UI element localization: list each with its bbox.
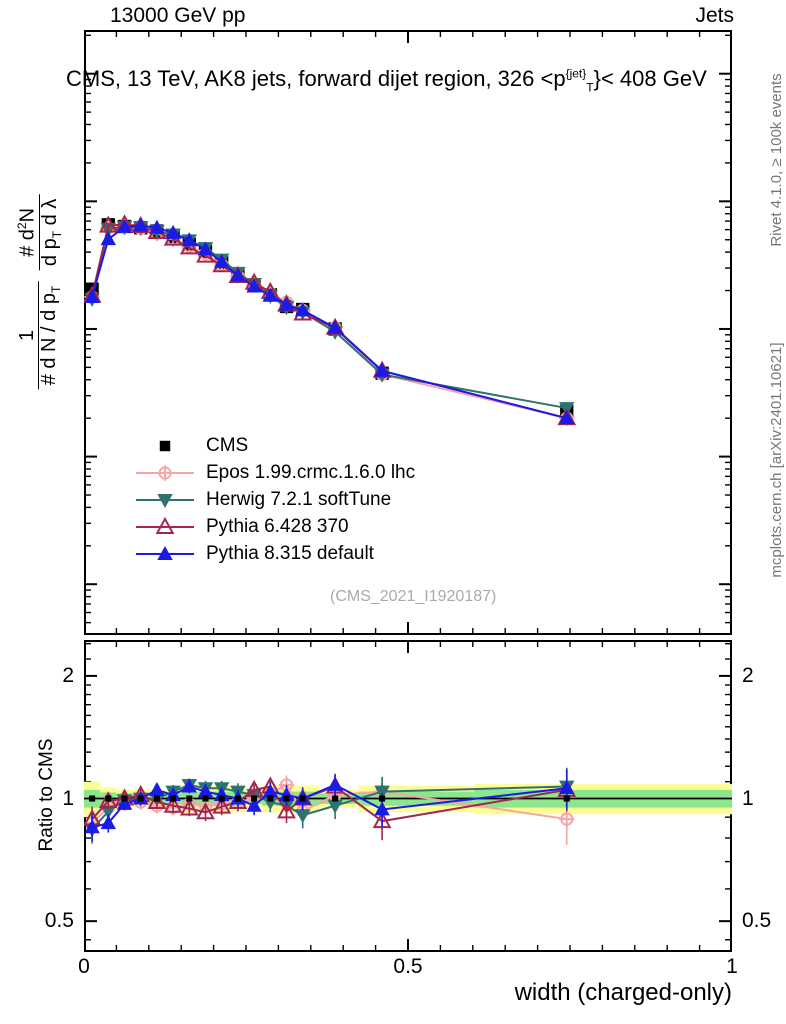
y-title-num-2-sup: 2 <box>15 222 29 230</box>
header-analysis-label: Jets <box>695 4 734 27</box>
ratio-plot-canvas <box>84 640 732 952</box>
x-tick-label: 0.5 <box>393 955 423 978</box>
ratio-y-tick-label: 1 <box>742 786 754 810</box>
legend-marker-triangle-up-open-icon <box>134 516 196 537</box>
plot-title-superscript: {jet} <box>565 66 587 81</box>
y-title-num-1: 1 <box>15 329 38 342</box>
legend-entry: CMS <box>134 432 415 459</box>
x-tick-label: 1 <box>726 955 738 978</box>
mcplots-source-note: mcplots.cern.ch [arXiv:2401.10621] <box>768 342 785 578</box>
legend-marker-cross-circle-open-icon <box>134 463 196 483</box>
legend-entry: Pythia 8.315 default <box>134 540 415 567</box>
y-title-num-2-tail: N <box>16 207 39 223</box>
legend-entry: Herwig 7.2.1 softTune <box>134 486 415 513</box>
legend-marker-triangle-up-filled-icon <box>134 544 196 564</box>
ratio-y-tick-label: 1 <box>62 786 74 810</box>
x-tick-label: 0 <box>78 955 90 978</box>
plot-title-suffix: }< 408 GeV <box>593 66 707 91</box>
legend-label: Pythia 8.315 default <box>206 542 374 564</box>
rivet-version-note: Rivet 4.1.0, ≥ 100k events <box>768 73 785 247</box>
main-plot-canvas <box>84 30 732 635</box>
y-title-den-1-sub: T <box>48 285 63 294</box>
ratio-y-axis-title: Ratio to CMS <box>36 738 57 852</box>
plot-title-prefix: CMS, 13 TeV, AK8 jets, forward dijet reg… <box>66 66 566 91</box>
legend-label: Herwig 7.2.1 softTune <box>206 488 392 510</box>
y-title-den-2: d p <box>38 238 61 267</box>
legend-label: Epos 1.99.crmc.1.6.0 lhc <box>206 461 416 483</box>
ratio-y-tick-label: 2 <box>742 663 754 687</box>
ratio-y-tick-label: 0.5 <box>44 909 74 933</box>
plot-title: CMS, 13 TeV, AK8 jets, forward dijet reg… <box>66 66 707 94</box>
legend-label: CMS <box>206 434 249 456</box>
y-title-den-2-tail: d λ <box>38 198 61 231</box>
y-title-den-1: # d N / d p <box>37 293 60 386</box>
legend: CMS Epos 1.99.crmc.1.6.0 lhc Herwig 7.2.1 … <box>134 432 415 567</box>
ratio-y-tick-label: 2 <box>62 663 74 687</box>
legend-label: Pythia 6.428 370 <box>206 515 349 537</box>
legend-entry: Epos 1.99.crmc.1.6.0 lhc <box>134 459 415 486</box>
y-title-num-2: # d <box>16 229 39 257</box>
main-y-axis-title: 1 # d N / d pT # d2N d pT d λ <box>15 192 64 393</box>
analysis-id-watermark: (CMS_2021_I1920187) <box>330 588 497 605</box>
ratio-y-tick-label: 0.5 <box>742 909 772 933</box>
legend-entry: Pythia 6.428 370 <box>134 513 415 540</box>
y-title-den-2-sub: T <box>49 230 64 239</box>
legend-marker-triangle-down-filled-icon <box>134 490 196 510</box>
legend-marker-square-filled-icon <box>134 436 196 456</box>
x-axis-title: width (charged-only) <box>514 979 732 1006</box>
plot-title-subscript: T <box>586 80 594 95</box>
header-beam-label: 13000 GeV pp <box>110 4 246 27</box>
